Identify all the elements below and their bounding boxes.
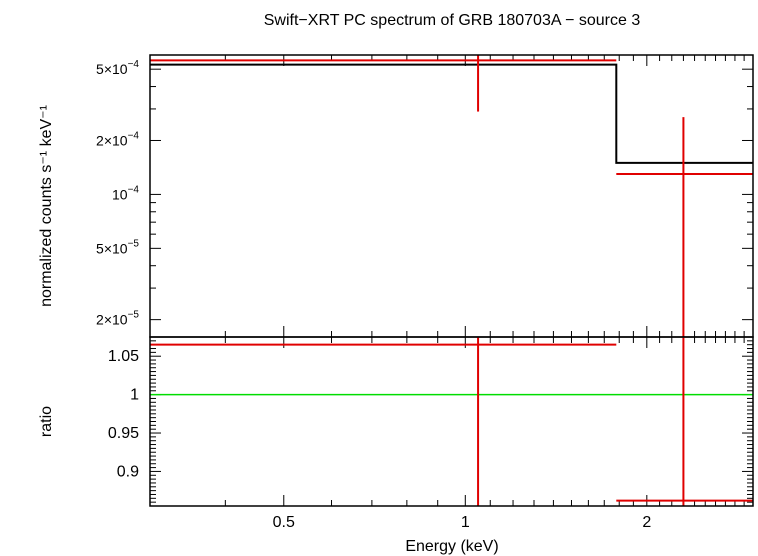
x-tick-label: 1 <box>461 514 470 531</box>
x-tick-label: 2 <box>642 514 651 531</box>
y-tick-label: 0.95 <box>108 425 139 442</box>
x-tick-labels: 0.5 1 2 <box>273 514 652 531</box>
x-axis-label: Energy (keV) <box>405 538 498 555</box>
spectrum-panel-frame <box>149 54 754 338</box>
model-line <box>150 63 753 164</box>
chart-title: Swift−XRT PC spectrum of GRB 180703A − s… <box>264 12 641 29</box>
spectrum-panel: 5×10−4 2×10−4 10−4 5×10−5 2×10−5 normalized … <box>38 54 754 338</box>
ratio-panel: 1.05 1 0.95 0.9 ratio <box>38 336 754 507</box>
y-tick-label: 5×10−4 <box>96 59 139 77</box>
spectrum-axis-ticks <box>149 55 754 337</box>
ratio-axis-ticks <box>149 336 754 506</box>
y-tick-label: 10−4 <box>112 184 139 202</box>
ratio-y-tick-labels: 1.05 1 0.95 0.9 <box>108 348 139 480</box>
x-tick-label: 0.5 <box>273 514 295 531</box>
spectrum-data-points <box>150 55 753 337</box>
y-tick-label: 2×10−5 <box>96 310 139 328</box>
spectrum-y-tick-labels: 5×10−4 2×10−4 10−4 5×10−5 2×10−5 <box>96 59 139 327</box>
y-tick-label: 2×10−4 <box>96 130 139 148</box>
y-tick-label: 1 <box>130 387 139 404</box>
model-steps <box>150 63 753 164</box>
y-tick-label: 5×10−5 <box>96 238 139 256</box>
ratio-data-points <box>150 337 753 506</box>
spectrum-y-axis-label: normalized counts s⁻¹ keV⁻¹ <box>38 105 55 307</box>
ratio-y-axis-label: ratio <box>38 406 55 437</box>
y-tick-label: 0.9 <box>117 463 139 480</box>
y-tick-label: 1.05 <box>108 348 139 365</box>
ratio-panel-frame <box>149 336 754 507</box>
